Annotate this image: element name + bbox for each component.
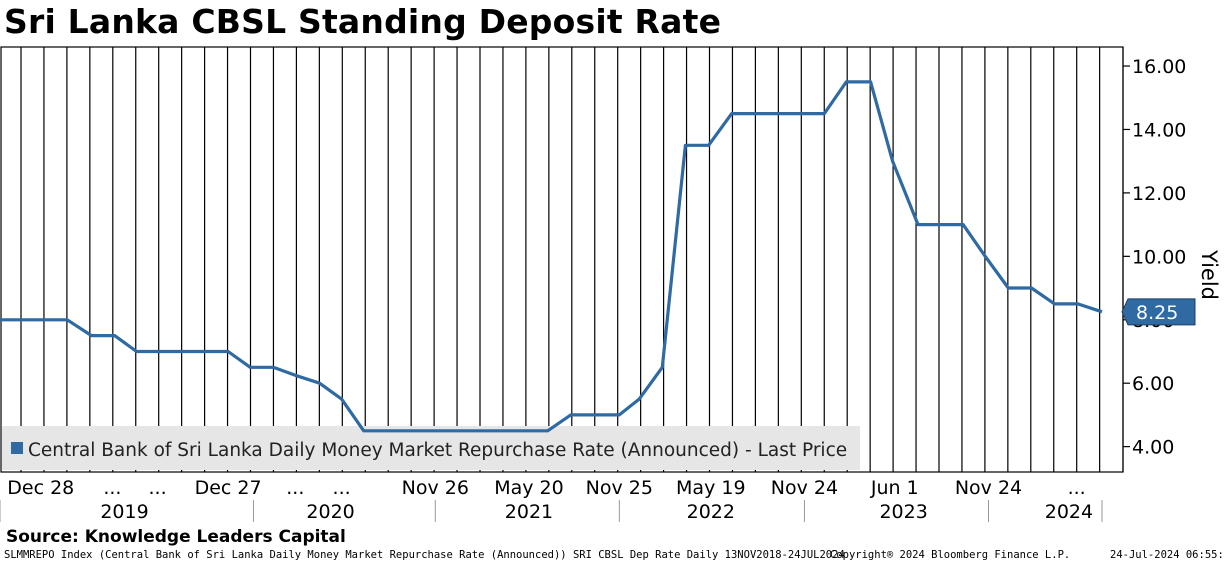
y-tick-label: 12.00 — [1132, 183, 1186, 205]
last-value-badge-shape — [1121, 298, 1196, 326]
x-tick-label: May 20 — [494, 477, 564, 499]
x-tick-label: Nov 24 — [955, 477, 1022, 499]
footer-copyright: Copyright® 2024 Bloomberg Finance L.P. — [830, 549, 1071, 561]
x-tick-label: Nov 24 — [771, 477, 838, 499]
y-tick-label: 16.00 — [1132, 56, 1186, 78]
year-labels: 2019 2020 2021 2022 2023 2024 — [0, 500, 1103, 523]
x-tick-label: ... — [149, 477, 167, 499]
x-tick-label: May 19 — [676, 477, 746, 499]
series-line[interactable] — [0, 80, 1103, 433]
year-label: 2021 — [505, 501, 553, 523]
year-label: 2024 — [1045, 501, 1093, 523]
x-tick-label: Dec 28 — [7, 477, 74, 499]
x-tick-label: ... — [103, 477, 121, 499]
x-tick-label: Nov 25 — [586, 477, 653, 499]
y-tick-label: 14.00 — [1132, 119, 1186, 141]
source-note: Source: Knowledge Leaders Capital — [6, 527, 346, 547]
legend[interactable]: Central Bank of Sri Lanka Daily Money Ma… — [2, 426, 860, 470]
legend-label: Central Bank of Sri Lanka Daily Money Ma… — [28, 440, 847, 461]
y-tick-label: 6.00 — [1132, 373, 1174, 395]
x-tick-label: ... — [1068, 477, 1086, 499]
footer-timestamp: 24-Jul-2024 06:55:28 — [1110, 549, 1224, 561]
plot-frame — [0, 46, 1124, 473]
x-tick-label: ... — [286, 477, 304, 499]
y-tick-label: 4.00 — [1132, 437, 1174, 459]
year-label: 2019 — [100, 501, 148, 523]
year-label: 2020 — [306, 501, 354, 523]
vertical-gridlines — [20, 47, 1101, 472]
footer-description: SLMMREPO Index (Central Bank of Sri Lank… — [4, 549, 845, 561]
y-tick-label: 10.00 — [1132, 246, 1186, 268]
y-axis-label: Yield — [1197, 249, 1221, 300]
last-value-badge: 8.25 — [1121, 298, 1196, 326]
last-value-label: 8.25 — [1136, 302, 1178, 324]
chart-title: Sri Lanka CBSL Standing Deposit Rate — [4, 2, 722, 41]
x-axis-ticks: Dec 28...... Dec 27...... Nov 26 May 20 Nov … — [7, 477, 1085, 499]
x-tick-label: Jun 1 — [870, 477, 919, 499]
line-chart: Central Bank of Sri Lanka Daily Money Ma… — [0, 46, 1221, 523]
legend-swatch — [11, 442, 23, 454]
x-tick-label: Nov 26 — [402, 477, 469, 499]
year-label: 2022 — [687, 501, 735, 523]
x-tick-label: Dec 27 — [195, 477, 262, 499]
legend-background — [2, 426, 860, 470]
year-label: 2023 — [879, 501, 927, 523]
x-tick-label: ... — [333, 477, 351, 499]
